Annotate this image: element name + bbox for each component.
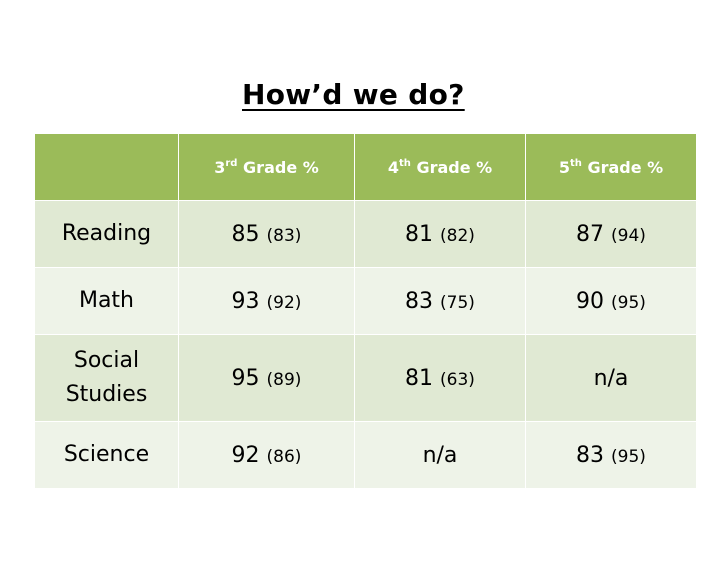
header-grade-number: 4 bbox=[387, 157, 399, 177]
subject-cell: Reading bbox=[34, 200, 179, 268]
subject-cell: Science bbox=[34, 421, 179, 489]
score-cell: 83 (95) bbox=[525, 421, 697, 489]
score-cell: 90 (95) bbox=[525, 267, 697, 335]
previous-score: (94) bbox=[611, 225, 646, 246]
header-grade-suffix: rd bbox=[225, 157, 238, 169]
score-cell: 93 (92) bbox=[178, 267, 355, 335]
previous-score: (86) bbox=[266, 446, 302, 467]
header-grade-label: Grade % bbox=[410, 157, 493, 177]
header-grade-suffix: th bbox=[569, 157, 582, 169]
score-value: 83 bbox=[576, 442, 605, 468]
header-grade-3: 3rd Grade % bbox=[178, 133, 355, 201]
score-value: 81 bbox=[405, 221, 434, 247]
score-cell: 81 (63) bbox=[354, 334, 526, 422]
results-table: 3rd Grade % 4th Grade % 5th Grade % Read… bbox=[34, 133, 697, 489]
previous-score: (63) bbox=[440, 369, 475, 390]
subject-cell: Math bbox=[34, 267, 179, 335]
header-grade-suffix: th bbox=[398, 157, 411, 169]
score-cell: 87 (94) bbox=[525, 200, 697, 268]
score-value: 81 bbox=[405, 365, 434, 391]
score-value: 83 bbox=[405, 288, 434, 314]
score-value: 95 bbox=[231, 365, 260, 391]
table-row-reading: Reading 85 (83) 81 (82) 87 (94) bbox=[34, 200, 697, 268]
score-cell: 85 (83) bbox=[178, 200, 355, 268]
table-row-social-studies: Social Studies 95 (89) 81 (63) n/a bbox=[34, 334, 697, 422]
score-cell: 83 (75) bbox=[354, 267, 526, 335]
header-grade-4: 4th Grade % bbox=[354, 133, 526, 201]
score-value: 90 bbox=[576, 288, 605, 314]
previous-score: (95) bbox=[611, 446, 646, 467]
header-grade-number: 3 bbox=[214, 157, 226, 177]
header-grade-label: Grade % bbox=[237, 157, 319, 177]
score-cell: n/a bbox=[525, 334, 697, 422]
score-value: n/a bbox=[593, 365, 629, 391]
score-value: 92 bbox=[231, 442, 260, 468]
subject-cell: Social Studies bbox=[34, 334, 179, 422]
previous-score: (89) bbox=[266, 369, 302, 390]
score-cell: 95 (89) bbox=[178, 334, 355, 422]
score-value: 85 bbox=[231, 221, 260, 247]
score-cell: 81 (82) bbox=[354, 200, 526, 268]
previous-score: (75) bbox=[440, 292, 475, 313]
previous-score: (82) bbox=[440, 225, 475, 246]
previous-score: (92) bbox=[266, 292, 302, 313]
header-grade-label: Grade % bbox=[581, 157, 664, 177]
previous-score: (83) bbox=[266, 225, 302, 246]
score-value: 93 bbox=[231, 288, 260, 314]
table-row-math: Math 93 (92) 83 (75) 90 (95) bbox=[34, 267, 697, 335]
score-value: n/a bbox=[422, 442, 458, 468]
header-subject bbox=[34, 133, 179, 201]
score-value: 87 bbox=[576, 221, 605, 247]
score-cell: n/a bbox=[354, 421, 526, 489]
table-row-science: Science 92 (86) n/a 83 (95) bbox=[34, 421, 697, 489]
header-row: 3rd Grade % 4th Grade % 5th Grade % bbox=[34, 133, 697, 201]
page-title: How’d we do? bbox=[242, 78, 465, 111]
previous-score: (95) bbox=[611, 292, 646, 313]
header-grade-number: 5 bbox=[558, 157, 570, 177]
header-grade-5: 5th Grade % bbox=[525, 133, 697, 201]
score-cell: 92 (86) bbox=[178, 421, 355, 489]
